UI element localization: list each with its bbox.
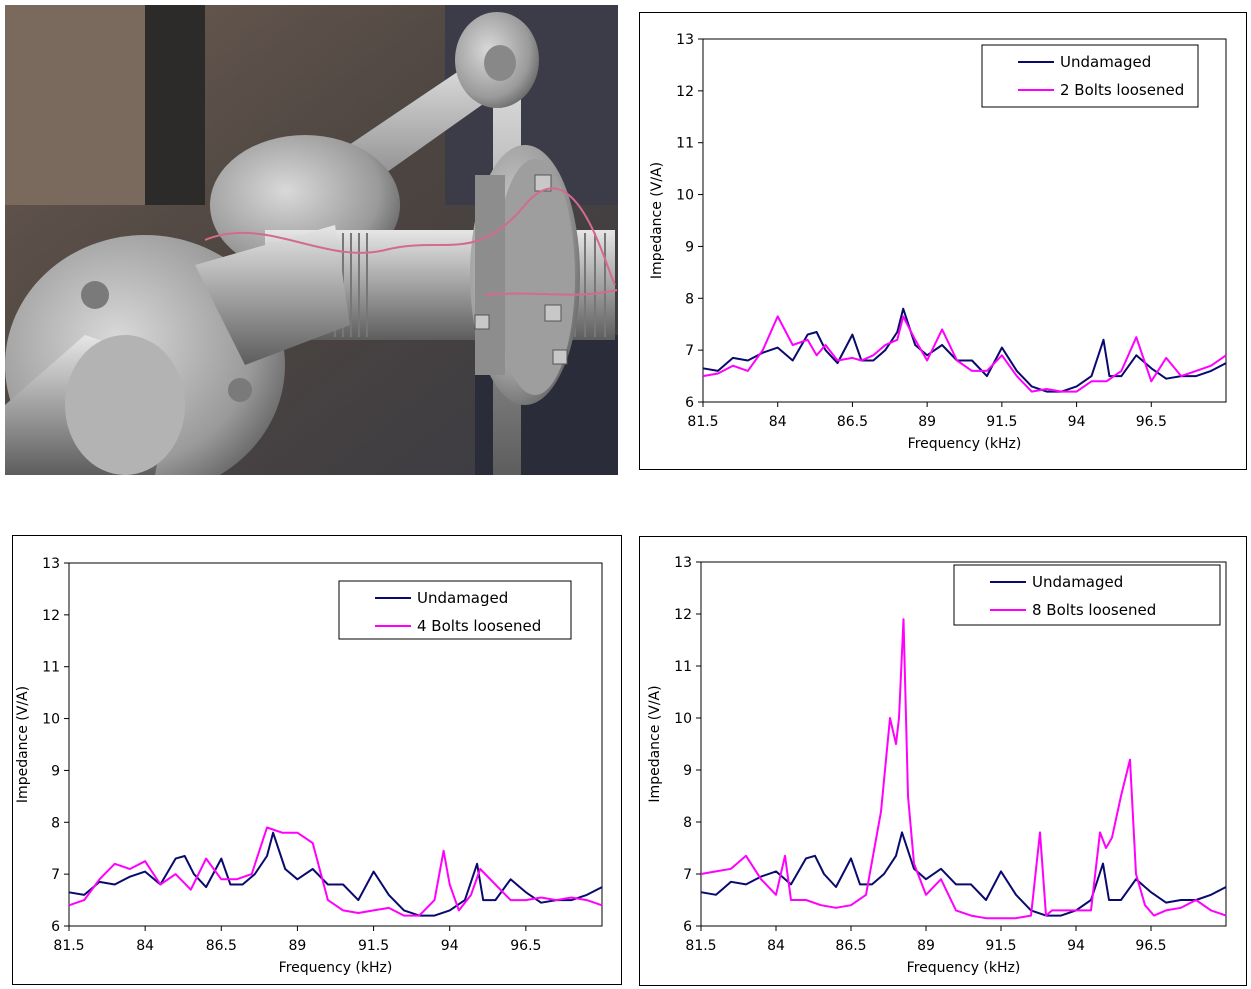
series-line-loosened [700,618,1227,920]
x-tick-label: 84 [767,938,785,954]
y-tick-label: 10 [42,712,60,728]
y-tick-label: 6 [683,919,692,935]
y-tick-label: 10 [674,711,692,727]
x-tick-label: 96.5 [1135,938,1166,954]
x-tick-label: 84 [136,938,154,954]
y-tick-label: 7 [683,867,692,883]
y-tick-label: 7 [685,343,694,359]
x-tick-label: 94 [1068,414,1086,430]
y-tick-label: 8 [685,291,694,307]
legend-box [338,580,572,640]
legend-label: 4 Bolts loosened [417,617,541,635]
y-tick-label: 12 [42,608,60,624]
x-tick-label: 89 [918,414,936,430]
x-tick-label: 96.5 [510,938,541,954]
y-tick-label: 6 [685,395,694,411]
legend-label: 8 Bolts loosened [1032,601,1156,619]
y-tick-label: 12 [676,84,694,100]
y-axis-label: Impedance (V/A) [647,685,663,802]
chart-4-bolts: 6 7 8 9 10 11 12 13 81.5 84 86.5 89 91.5 94 96.5 Freque… [12,535,622,985]
y-axis-label: Impedance (V/A) [649,162,665,279]
x-tick-label: 81.5 [687,414,718,430]
plot-area-frame [700,561,1227,927]
y-tick-label: 12 [674,607,692,623]
y-tick-label: 11 [42,660,60,676]
x-tick-label: 91.5 [985,938,1016,954]
x-tick-label: 86.5 [206,938,237,954]
y-tick-label: 11 [676,136,694,152]
x-tick-label: 91.5 [358,938,389,954]
pipe-photo-illustration [5,5,618,475]
chart-2-bolts: 6 7 8 9 10 11 12 13 81.5 84 86.5 89 91.5 94 96.5 Freque… [639,12,1247,470]
x-tick-label: 94 [441,938,459,954]
pipe-assembly-photo [5,5,618,475]
x-tick-label: 91.5 [986,414,1017,430]
legend-label: Undamaged [417,589,508,607]
x-tick-label: 94 [1067,938,1085,954]
y-axis-label: Impedance (V/A) [15,686,31,803]
y-tick-label: 13 [676,32,694,48]
y-tick-label: 9 [683,763,692,779]
y-tick-label: 11 [674,659,692,675]
legend-label: Undamaged [1060,53,1151,71]
x-tick-label: 89 [917,938,935,954]
legend-box [981,44,1199,108]
legend-label: 2 Bolts loosened [1060,81,1184,99]
plot-area-frame [68,562,603,927]
x-axis-label: Frequency (kHz) [279,960,393,976]
x-tick-label: 86.5 [835,938,866,954]
legend-box [953,564,1221,626]
y-tick-label: 9 [685,239,694,255]
x-axis-label: Frequency (kHz) [908,436,1022,452]
x-tick-label: 81.5 [685,938,716,954]
y-tick-label: 9 [51,763,60,779]
y-tick-label: 6 [51,919,60,935]
y-tick-label: 13 [674,555,692,571]
x-tick-label: 84 [769,414,787,430]
chart-8-bolts: 6 7 8 9 10 11 12 13 81.5 84 86.5 89 91.5 94 96.5 Freque… [639,536,1247,986]
y-tick-label: 8 [683,815,692,831]
x-tick-label: 86.5 [837,414,868,430]
y-tick-label: 7 [51,867,60,883]
x-tick-label: 81.5 [53,938,84,954]
y-tick-label: 8 [51,815,60,831]
series-line-undamaged [68,831,603,917]
series-line-undamaged [702,307,1227,393]
series-line-undamaged [700,831,1227,917]
x-tick-label: 89 [289,938,307,954]
series-line-loosened [702,315,1227,393]
legend-label: Undamaged [1032,573,1123,591]
y-tick-label: 13 [42,556,60,572]
series-line-loosened [68,826,603,917]
x-tick-label: 96.5 [1136,414,1167,430]
y-tick-label: 10 [676,188,694,204]
plot-area-frame [702,38,1227,403]
x-axis-label: Frequency (kHz) [907,960,1021,976]
